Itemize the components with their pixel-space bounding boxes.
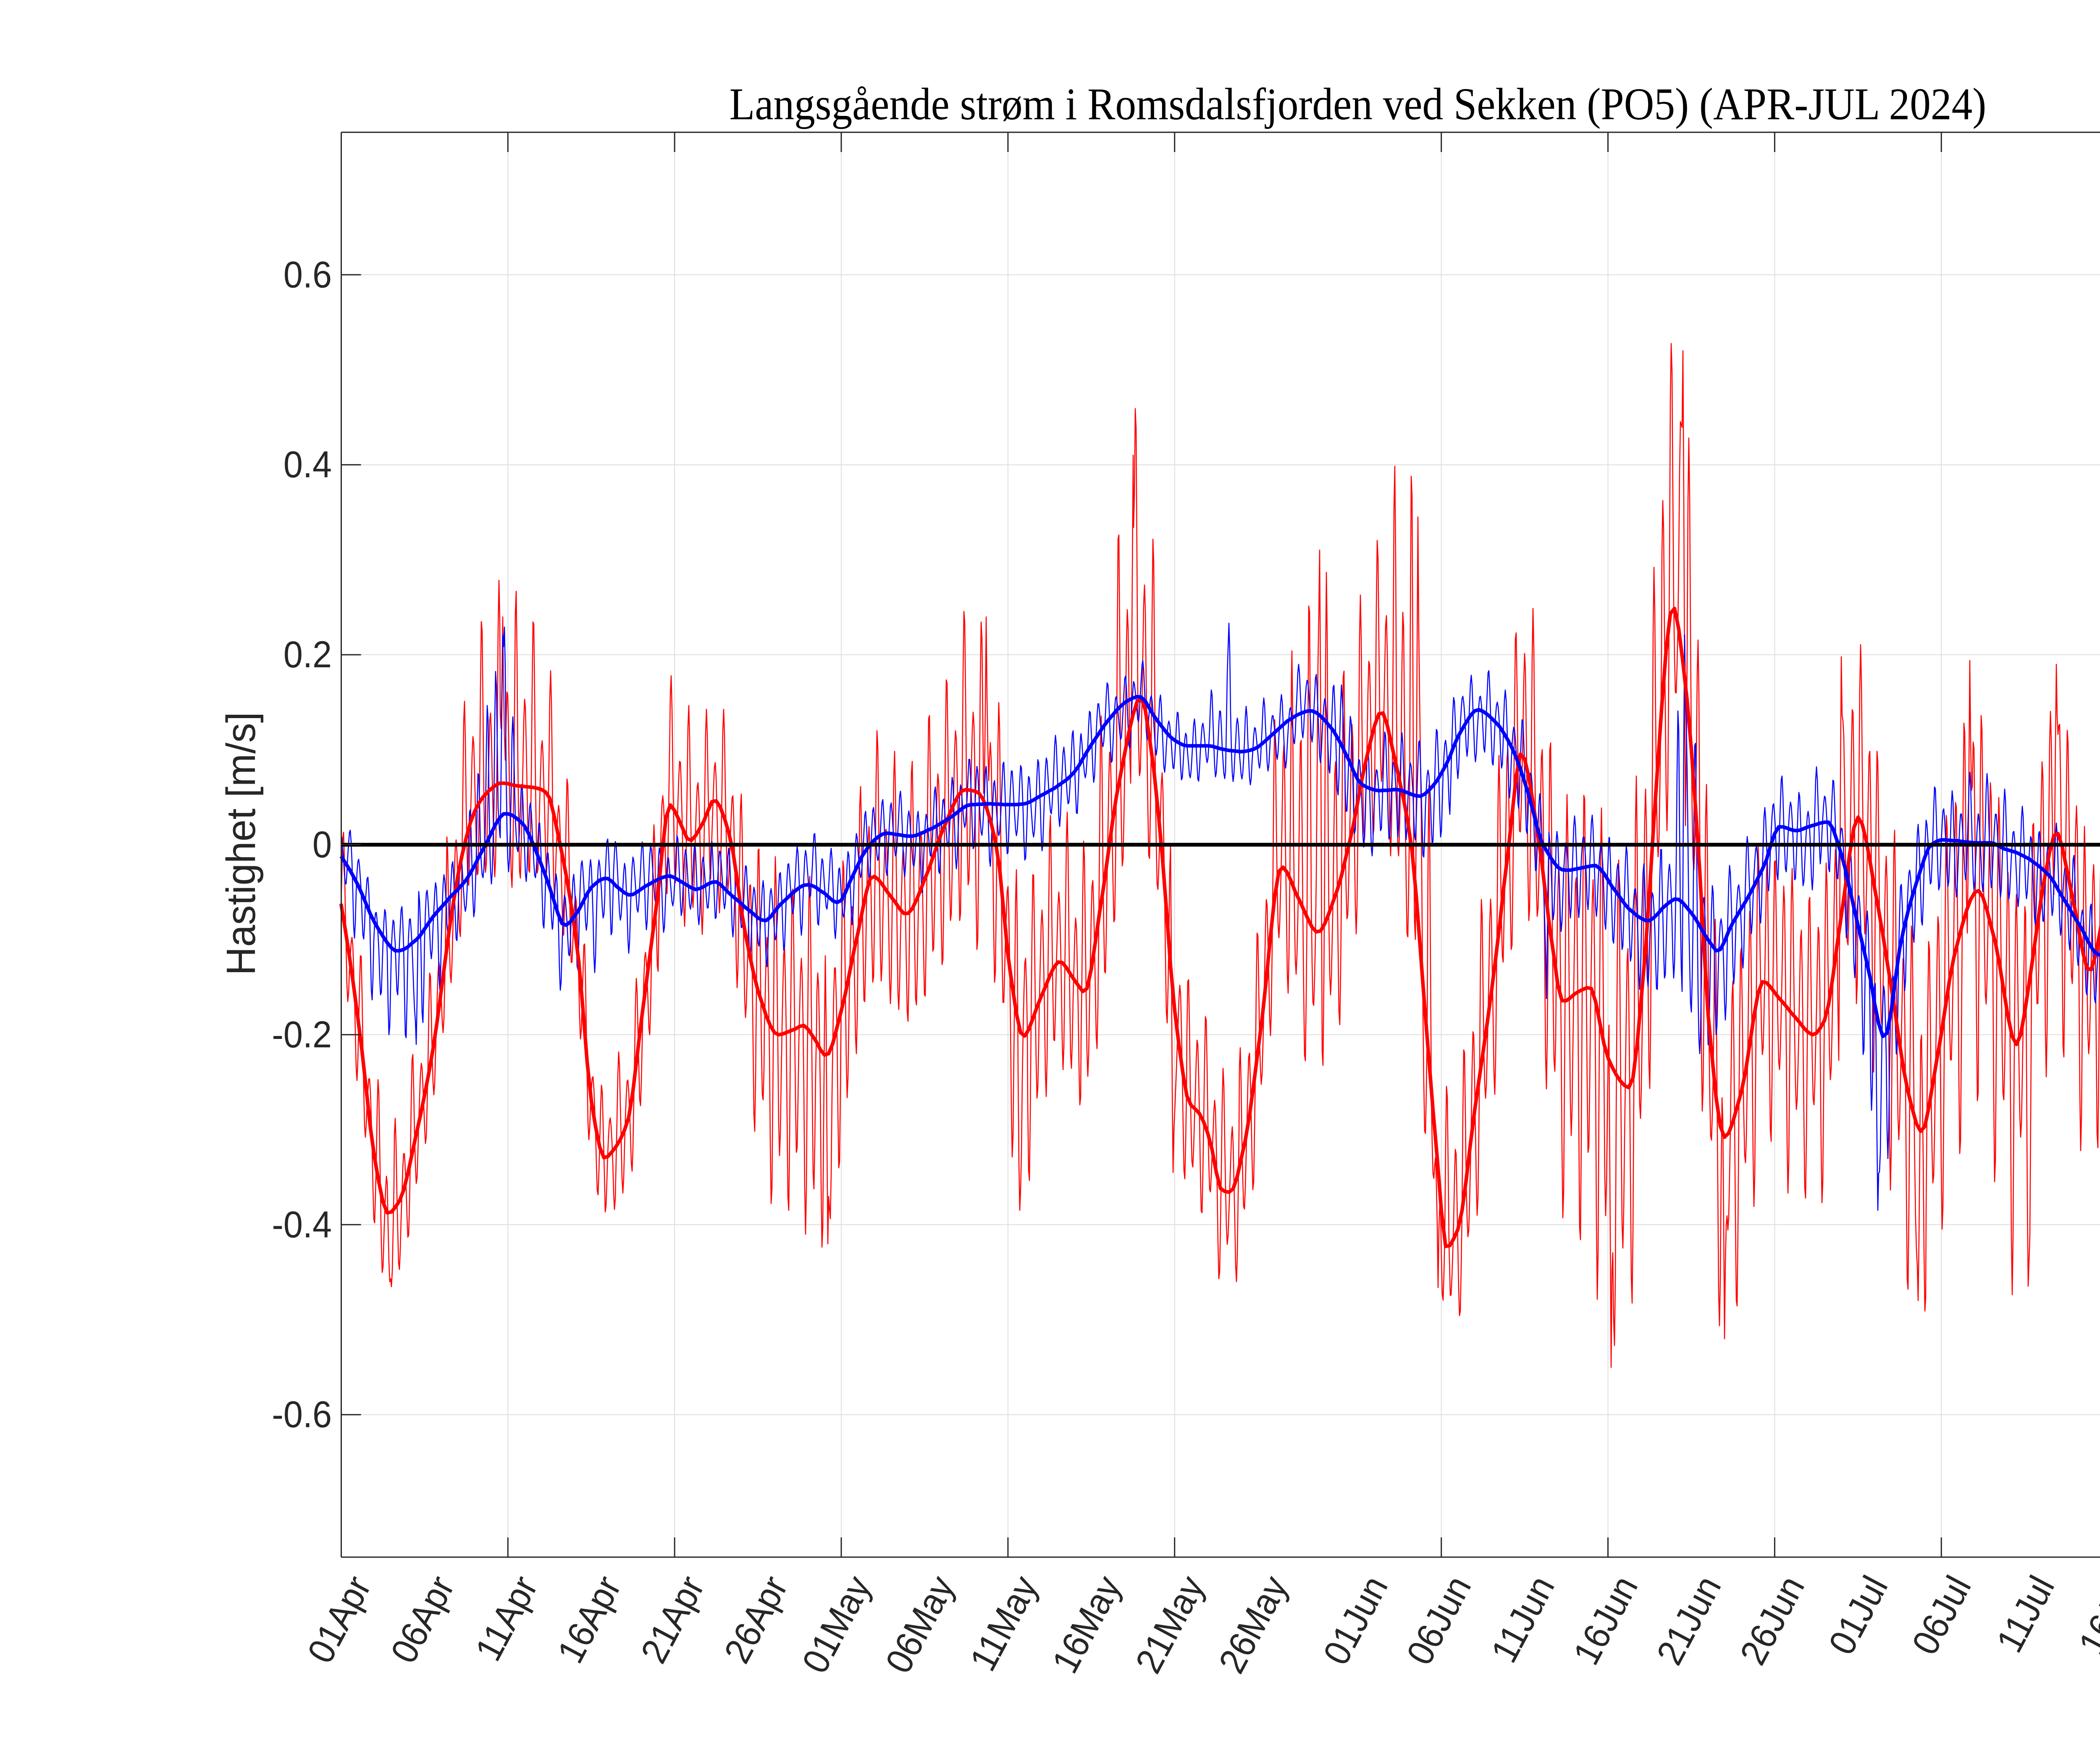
svg-text:Hastighet [m/s]: Hastighet [m/s] xyxy=(219,712,264,975)
svg-text:-0.2: -0.2 xyxy=(272,1014,332,1055)
svg-text:-0.4: -0.4 xyxy=(272,1204,332,1246)
svg-text:0.4: 0.4 xyxy=(284,444,332,485)
svg-text:0.6: 0.6 xyxy=(284,254,332,296)
svg-text:0.2: 0.2 xyxy=(284,634,332,675)
svg-text:Langsgående strøm i Romsdalsfj: Langsgående strøm i Romsdalsfjorden ved … xyxy=(730,79,1987,129)
svg-text:-0.6: -0.6 xyxy=(272,1394,332,1435)
svg-text:0: 0 xyxy=(312,824,332,866)
